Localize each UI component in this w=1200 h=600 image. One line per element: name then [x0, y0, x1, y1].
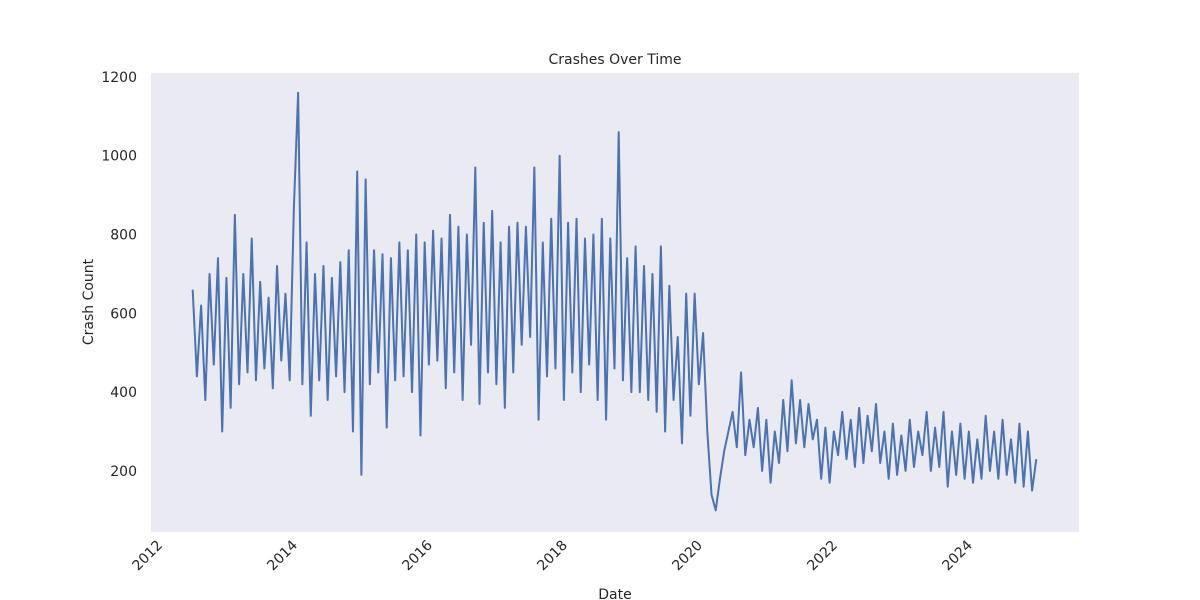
x-tick-label: 2022: [804, 538, 841, 575]
x-tick-label: 2014: [264, 537, 301, 574]
y-tick-label: 600: [110, 306, 137, 322]
data-line: [191, 91, 1038, 512]
x-tick-label: 2018: [534, 538, 571, 575]
x-tick-label: 2024: [939, 537, 976, 574]
y-axis-label: Crash Count: [81, 258, 97, 345]
x-tick-label: 2020: [669, 538, 706, 575]
y-tick-label: 200: [110, 464, 137, 480]
y-tick-label: 400: [110, 385, 137, 401]
x-tick-label: 2012: [129, 538, 166, 575]
x-tick-label: 2016: [399, 537, 436, 574]
y-tick-label: 1000: [101, 149, 137, 165]
y-tick-label: 800: [110, 228, 137, 244]
x-axis-label: Date: [598, 587, 631, 600]
y-tick-label: 1200: [101, 70, 137, 86]
chart-title: Crashes Over Time: [548, 52, 681, 68]
